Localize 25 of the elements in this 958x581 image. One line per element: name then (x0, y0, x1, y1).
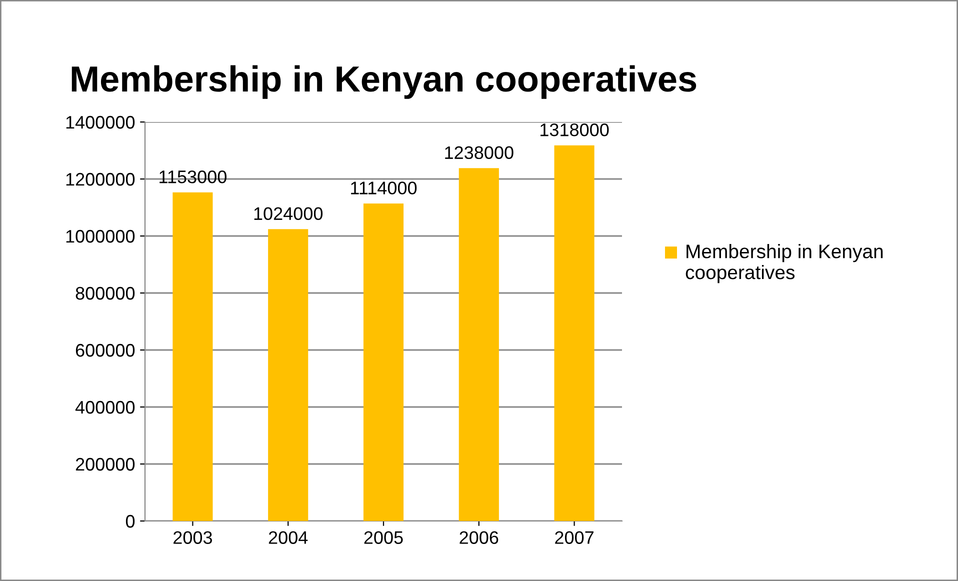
y-tick-label: 600000 (76, 344, 135, 357)
data-label: 1114000 (351, 182, 417, 194)
data-label: 1153000 (160, 170, 226, 184)
chart-title: Membership in Kenyan cooperatives (72, 65, 696, 99)
x-tick-label: 2003 (174, 531, 212, 544)
bar (363, 204, 404, 521)
data-label: 1318000 (540, 123, 609, 136)
y-tick-label: 800000 (76, 286, 135, 300)
y-tick-label: 0 (126, 514, 135, 528)
data-label: 1024000 (254, 207, 323, 220)
x-tick-label: 2006 (460, 531, 498, 544)
bar (268, 229, 308, 521)
legend-label: Membership in Kenyan cooperatives (686, 244, 883, 284)
x-tick-label: 2007 (555, 531, 594, 544)
y-tick-label: 200000 (76, 458, 135, 471)
bar (554, 145, 594, 521)
x-tick-label: 2005 (364, 531, 403, 544)
y-tick-label: 1000000 (66, 230, 135, 243)
bar (458, 168, 499, 521)
x-tick-label: 2004 (268, 531, 308, 544)
bar (172, 192, 213, 521)
y-tick-label: 1200000 (66, 172, 135, 186)
data-label: 1238000 (445, 146, 514, 160)
y-tick-label: 400000 (75, 400, 135, 414)
y-tick-label: 1400000 (66, 116, 135, 129)
